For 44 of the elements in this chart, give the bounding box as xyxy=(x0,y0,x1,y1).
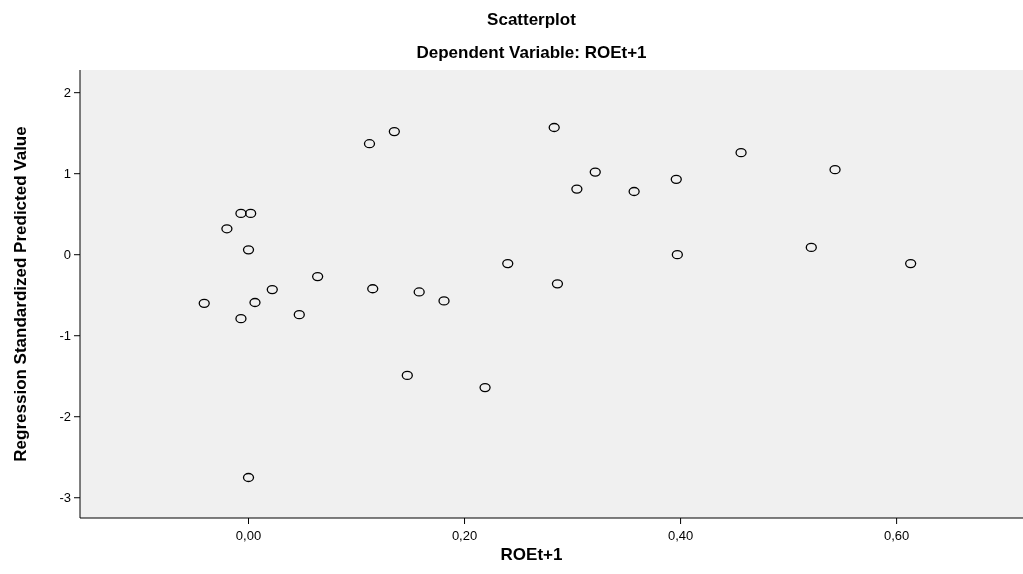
y-axis-title: Regression Standardized Predicted Value xyxy=(11,126,30,462)
point xyxy=(502,258,514,269)
point xyxy=(438,296,450,306)
point xyxy=(905,258,917,269)
point xyxy=(249,297,261,308)
y-tick-label: -2 xyxy=(59,409,71,425)
point xyxy=(805,242,817,253)
x-axis-title: ROEt+1 xyxy=(500,545,563,564)
point xyxy=(551,279,564,289)
point xyxy=(242,245,255,255)
x-tick-label: 0,20 xyxy=(451,528,478,543)
point xyxy=(670,174,682,185)
point xyxy=(628,186,640,197)
point xyxy=(413,287,425,297)
chart-title: Scatterplot xyxy=(487,10,577,29)
point xyxy=(242,472,255,483)
point xyxy=(266,284,278,295)
point xyxy=(293,310,305,320)
point xyxy=(589,167,601,177)
point xyxy=(221,224,233,234)
y-tick-label: -3 xyxy=(59,490,71,506)
point xyxy=(363,139,376,149)
chart-subtitle: Dependent Variable: ROEt+1 xyxy=(416,43,647,62)
point xyxy=(235,314,247,324)
point xyxy=(198,298,210,308)
y-tick-label: 2 xyxy=(63,85,71,101)
x-tick-label: 0,00 xyxy=(235,528,262,543)
x-tick-label: 0,40 xyxy=(667,528,694,543)
point xyxy=(571,184,583,194)
y-tick-label: 0 xyxy=(63,247,71,263)
point xyxy=(671,250,683,260)
y-tick-label: 1 xyxy=(63,166,71,182)
point xyxy=(311,271,324,282)
point xyxy=(401,370,413,381)
point xyxy=(245,208,257,219)
point xyxy=(235,208,247,219)
x-tick-label: 0,60 xyxy=(883,528,910,543)
point xyxy=(735,147,747,158)
point xyxy=(479,382,491,393)
point xyxy=(367,284,379,294)
point xyxy=(548,122,560,133)
point xyxy=(388,126,400,137)
point xyxy=(829,165,841,175)
y-tick-label: -1 xyxy=(59,328,71,344)
